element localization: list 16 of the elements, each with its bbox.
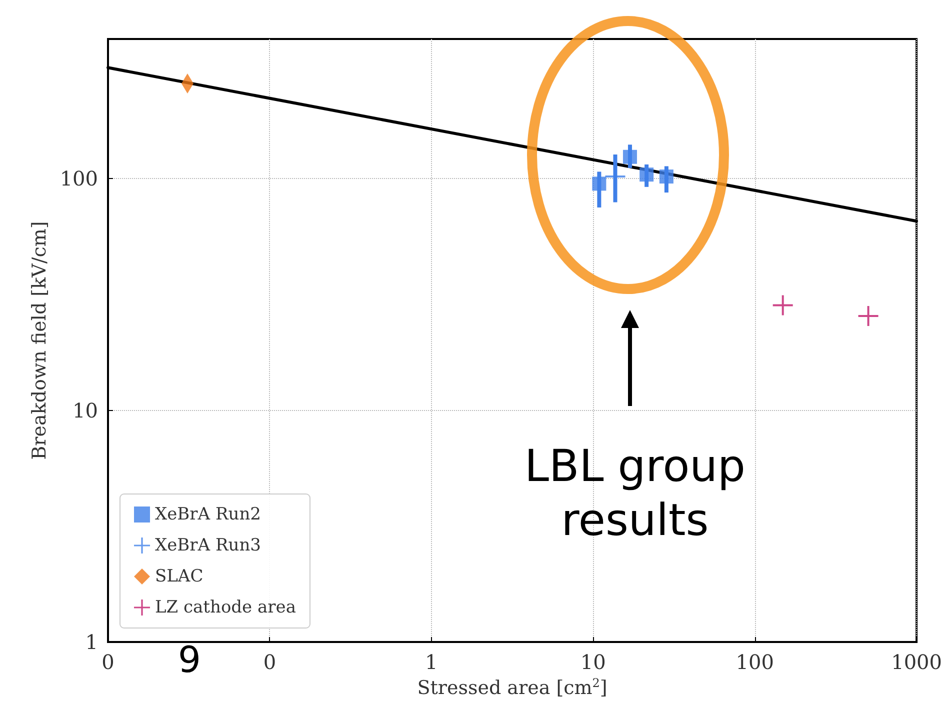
y-axis-title: Breakdown field [kV/cm]	[28, 221, 50, 460]
legend-label: XeBrA Run2	[155, 504, 261, 524]
x-tick-label: 100	[736, 650, 774, 674]
legend-label: XeBrA Run3	[155, 536, 261, 556]
legend-label: SLAC	[155, 566, 204, 586]
x-tick-label: 0	[102, 650, 114, 674]
y-tick-label: 1	[85, 630, 98, 654]
x-tick-label: 0	[263, 650, 276, 674]
x-tick-label: 1	[425, 650, 438, 674]
annotation: LBL group results	[524, 440, 746, 548]
annotation: 9	[178, 640, 201, 681]
x-tick-label: 1000	[891, 650, 942, 674]
x-tick-label: 10	[580, 650, 606, 674]
y-tick-label: 10	[72, 398, 98, 422]
legend-label: LZ cathode area	[155, 598, 296, 618]
y-tick-label: 100	[60, 166, 98, 191]
